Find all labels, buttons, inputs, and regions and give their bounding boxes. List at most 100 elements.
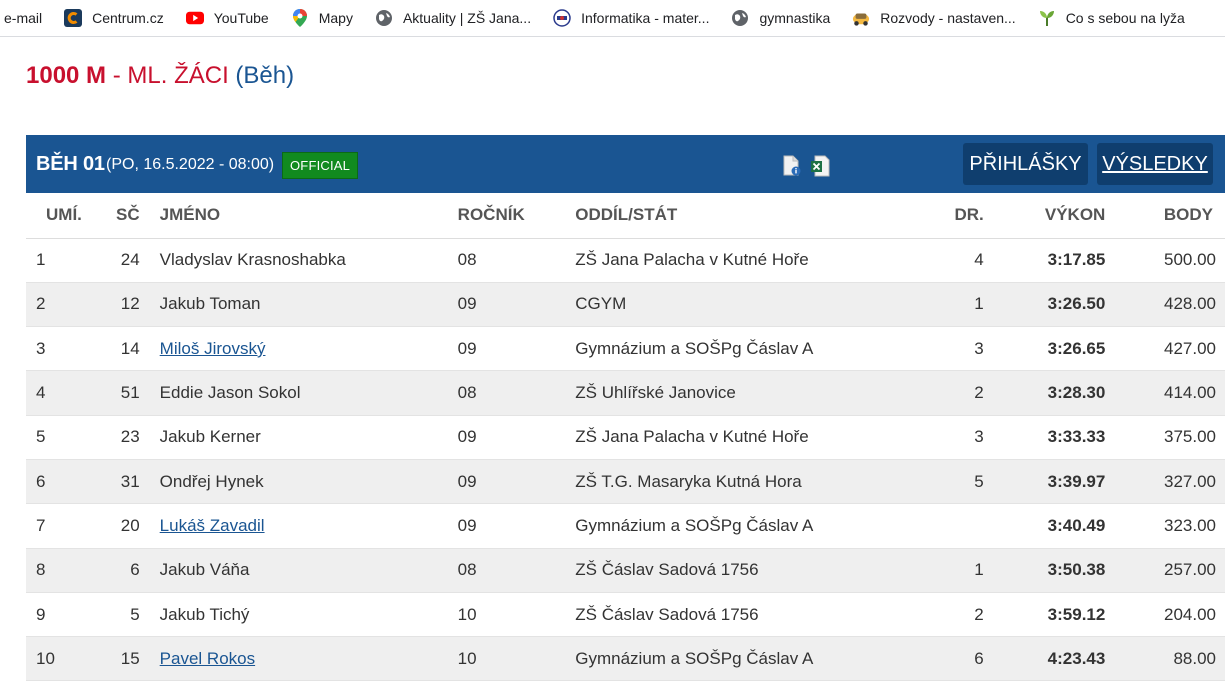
cell-rank: 1 <box>26 238 83 283</box>
cell-lane: 2 <box>919 370 984 416</box>
bookmark-label: Aktuality | ZŠ Jana... <box>402 10 532 26</box>
bookmark-label: YouTube <box>213 10 269 26</box>
bookmark-label: Centrum.cz <box>92 10 164 26</box>
cell-birth-year: 08 <box>457 548 576 593</box>
cell-athlete-name: Miloš Jirovský <box>159 326 458 372</box>
bookmark-youtube[interactable]: YouTube <box>185 9 269 27</box>
cell-lane: 6 <box>919 636 984 681</box>
cell-birth-year: 10 <box>457 636 576 681</box>
cell-rank: 7 <box>26 503 83 549</box>
table-row: 4 51 Eddie Jason Sokol 08 ZŠ Uhlířské Janovi… <box>26 370 1225 416</box>
heat-header: BĚH 01 (PO, 16.5.2022 - 08:00) OFFICIAL … <box>26 135 1225 193</box>
athlete-profile-link[interactable]: Miloš Jirovský <box>159 338 266 358</box>
column-header-rank[interactable]: UMÍ. <box>26 193 83 239</box>
column-header-points[interactable]: BODY <box>1105 193 1225 239</box>
cell-rank: 8 <box>26 548 83 593</box>
table-row: 8 6 Jakub Váňa 08 ZŠ Čáslav Sadová 1756 1 3:50… <box>26 548 1225 593</box>
cell-bib: 23 <box>82 415 160 460</box>
cell-club: ZŠ T.G. Masaryka Kutná Hora <box>575 459 920 505</box>
table-row: 5 23 Jakub Kerner 09 ZŠ Jana Palacha v Kutné… <box>26 415 1225 460</box>
cell-performance: 3:26.50 <box>983 282 1106 328</box>
bookmark-email[interactable]: e-mail <box>4 10 42 26</box>
cell-athlete-name: Vladyslav Krasnoshabka <box>159 238 458 283</box>
maps-pin-icon <box>291 9 309 27</box>
cell-birth-year: 09 <box>457 415 576 460</box>
cell-athlete-name: Pavel Rokos <box>159 636 458 681</box>
bookmark-label: Informatika - mater... <box>581 10 710 26</box>
heat-title: BĚH 01 <box>36 153 105 175</box>
athlete-profile-link[interactable]: Pavel Rokos <box>159 648 256 668</box>
bookmark-label: Co s sebou na lyža <box>1065 10 1185 26</box>
table-row: 7 20 Lukáš Zavadil 09 Gymnázium a SOŠPg Čásl… <box>26 503 1225 549</box>
event-discipline: (Běh) <box>228 62 295 89</box>
status-badge: OFFICIAL <box>282 152 359 179</box>
results-table: UMÍ. SČ JMÉNO ROČNÍK ODDÍL/STÁT DR. VÝKO… <box>26 193 1225 681</box>
cell-club: ZŠ Uhlířské Janovice <box>575 370 920 416</box>
bookmark-label: Mapy <box>318 10 353 26</box>
excel-export-icon[interactable] <box>810 155 830 177</box>
column-header-performance[interactable]: VÝKON <box>983 193 1106 239</box>
cell-bib: 15 <box>82 636 160 681</box>
column-header-club[interactable]: ODDÍL/STÁT <box>575 193 920 239</box>
cell-athlete-name: Eddie Jason Sokol <box>159 370 458 416</box>
entries-button[interactable]: PŘIHLÁŠKY <box>963 143 1088 185</box>
cell-rank: 3 <box>26 326 83 372</box>
bookmark-aktuality[interactable]: Aktuality | ZŠ Jana... <box>375 9 531 27</box>
event-category: ML. ŽÁCI <box>127 62 229 89</box>
table-row: 10 15 Pavel Rokos 10 Gymnázium a SOŠPg Čásla… <box>26 636 1225 681</box>
cell-birth-year: 08 <box>457 238 576 283</box>
cell-performance: 3:50.38 <box>983 548 1106 593</box>
cell-birth-year: 09 <box>457 326 576 372</box>
cell-club: Gymnázium a SOŠPg Čáslav A <box>575 636 920 681</box>
cell-performance: 3:59.12 <box>983 592 1106 638</box>
cell-lane: 2 <box>919 592 984 638</box>
table-row: 3 14 Miloš Jirovský 09 Gymnázium a SOŠPg Čás… <box>26 326 1225 372</box>
cell-rank: 5 <box>26 415 83 460</box>
results-button[interactable]: VÝSLEDKY <box>1097 143 1213 185</box>
column-header-bib[interactable]: SČ <box>82 193 160 239</box>
cell-rank: 4 <box>26 370 83 416</box>
cell-club: ZŠ Jana Palacha v Kutné Hoře <box>575 415 920 460</box>
bookmark-centrum[interactable]: Centrum.cz <box>64 9 164 27</box>
cell-bib: 5 <box>82 592 160 638</box>
bookmark-gymnastika[interactable]: gymnastika <box>731 9 830 27</box>
table-row: 9 5 Jakub Tichý 10 ZŠ Čáslav Sadová 1756 2 3:5… <box>26 592 1225 638</box>
column-header-name[interactable]: JMÉNO <box>159 193 458 239</box>
cell-club: Gymnázium a SOŠPg Čáslav A <box>575 326 920 372</box>
cell-athlete-name: Lukáš Zavadil <box>159 503 458 549</box>
title-separator: - <box>106 62 128 89</box>
cell-club: ZŠ Čáslav Sadová 1756 <box>575 548 920 593</box>
cell-athlete-name: Jakub Tichý <box>159 592 458 638</box>
athlete-profile-link[interactable]: Lukáš Zavadil <box>159 515 265 535</box>
car-icon <box>852 9 870 27</box>
cell-birth-year: 09 <box>457 459 576 505</box>
table-row: 6 31 Ondřej Hynek 09 ZŠ T.G. Masaryka Kutná … <box>26 459 1225 505</box>
school-logo-icon <box>553 9 571 27</box>
cell-lane: 1 <box>919 548 984 593</box>
youtube-icon <box>185 9 204 27</box>
cell-birth-year: 09 <box>457 282 576 328</box>
centrum-icon <box>64 9 83 27</box>
cell-athlete-name: Ondřej Hynek <box>159 459 458 505</box>
cell-performance: 3:17.85 <box>983 238 1106 283</box>
bookmarks-bar: e-mail Centrum.cz YouTube Mapy Aktuality… <box>0 0 1225 37</box>
cell-bib: 6 <box>82 548 160 593</box>
cell-performance: 3:39.97 <box>983 459 1106 505</box>
table-row: 1 24 Vladyslav Krasnoshabka 08 ZŠ Jana Palac… <box>26 238 1225 283</box>
column-header-year[interactable]: ROČNÍK <box>457 193 576 239</box>
bookmark-rozvody[interactable]: Rozvody - nastaven... <box>852 9 1016 27</box>
cell-points: 323.00 <box>1105 503 1225 549</box>
bookmark-informatika[interactable]: Informatika - mater... <box>553 9 709 27</box>
event-distance: 1000 M <box>26 62 107 89</box>
cell-bib: 20 <box>82 503 160 549</box>
bookmark-mapy[interactable]: Mapy <box>291 9 353 27</box>
bookmark-lyze[interactable]: Co s sebou na lyža <box>1038 9 1185 27</box>
pdf-document-icon[interactable] <box>782 155 802 177</box>
cell-points: 414.00 <box>1105 370 1225 416</box>
bookmark-label: e-mail <box>4 10 43 26</box>
cell-performance: 3:40.49 <box>983 503 1106 549</box>
cell-rank: 9 <box>26 592 83 638</box>
cell-points: 500.00 <box>1105 238 1225 283</box>
column-header-lane[interactable]: DR. <box>919 193 984 239</box>
bookmark-label: Rozvody - nastaven... <box>880 10 1016 26</box>
